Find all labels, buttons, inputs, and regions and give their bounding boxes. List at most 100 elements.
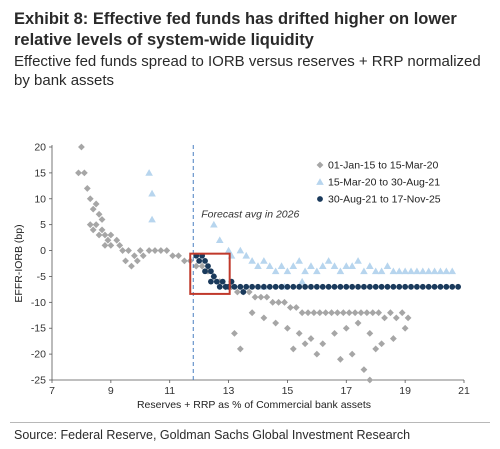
data-marks <box>75 143 462 384</box>
x-axis-label: Reserves + RRP as % of Commercial bank a… <box>137 399 371 411</box>
data-point <box>133 257 141 265</box>
data-point <box>260 283 267 290</box>
data-point <box>398 309 406 317</box>
data-point <box>442 267 451 275</box>
x-tick-label: 11 <box>164 385 175 397</box>
series-2 <box>145 169 457 290</box>
data-point <box>337 283 344 290</box>
data-point <box>372 283 379 290</box>
source-divider <box>10 422 490 423</box>
data-point <box>371 267 380 275</box>
data-point <box>419 283 426 290</box>
data-point <box>449 283 456 290</box>
data-point <box>342 324 350 332</box>
data-point <box>260 314 268 322</box>
forecast-annotation: Forecast avg in 2026 <box>201 208 299 220</box>
data-point <box>231 330 238 337</box>
data-point <box>301 340 309 348</box>
data-point <box>313 267 321 275</box>
data-point <box>237 283 244 290</box>
y-axis-label: EFFR-IORB (bp) <box>13 224 25 302</box>
data-point <box>419 267 427 275</box>
data-point <box>92 221 100 229</box>
data-point <box>231 283 238 290</box>
data-point <box>366 376 374 384</box>
data-point <box>319 283 326 290</box>
data-point <box>215 236 224 244</box>
data-point <box>128 262 135 270</box>
y-tick-label: 5 <box>40 219 46 231</box>
data-point <box>83 185 91 192</box>
chart-subtitle: Effective fed funds spread to IORB versu… <box>14 53 481 89</box>
data-point <box>243 283 250 290</box>
data-point <box>208 278 214 285</box>
data-point <box>89 226 97 234</box>
data-point <box>208 268 214 275</box>
data-point <box>148 189 156 197</box>
data-point <box>349 283 356 290</box>
data-point <box>286 304 294 311</box>
data-point <box>348 262 356 269</box>
data-point <box>324 257 333 264</box>
x-tick-label: 15 <box>282 385 294 397</box>
data-point <box>107 231 115 239</box>
legend-label: 30-Aug-21 to 17-Nov-25 <box>328 194 441 206</box>
data-point <box>98 226 106 234</box>
data-point <box>107 241 115 249</box>
data-point <box>313 283 320 290</box>
data-point <box>210 220 218 228</box>
data-point <box>163 247 171 254</box>
data-point <box>389 267 398 275</box>
data-point <box>377 267 386 275</box>
data-point <box>387 309 394 317</box>
y-tick-label: 15 <box>34 167 46 179</box>
data-point <box>318 262 327 269</box>
data-point <box>298 309 306 317</box>
data-point <box>401 267 409 275</box>
data-point <box>284 283 291 290</box>
y-tick-label: -25 <box>31 375 46 387</box>
data-point <box>328 309 335 317</box>
x-tick-label: 19 <box>399 385 411 397</box>
data-point <box>307 262 315 269</box>
data-point <box>334 309 341 317</box>
data-point <box>75 169 82 177</box>
data-point <box>375 309 383 317</box>
data-point <box>331 330 338 337</box>
x-tick-label: 9 <box>108 385 114 397</box>
data-point <box>249 283 256 290</box>
legend-label: 15-Mar-20 to 30-Aug-21 <box>328 177 440 189</box>
data-point <box>351 309 359 317</box>
legend-marker <box>317 196 323 202</box>
x-tick-label: 13 <box>223 385 235 397</box>
data-point <box>343 283 350 290</box>
data-point <box>277 262 286 269</box>
data-point <box>383 262 392 269</box>
data-point <box>355 283 361 290</box>
data-point <box>236 345 244 353</box>
data-point <box>284 324 291 332</box>
data-point <box>360 366 368 374</box>
legend-label: 01-Jan-15 to 15-Mar-20 <box>328 160 438 172</box>
data-point <box>448 267 457 275</box>
y-tick-label: -10 <box>31 297 46 309</box>
data-point <box>413 267 421 275</box>
data-point <box>236 246 245 254</box>
y-tick-label: 10 <box>34 193 46 205</box>
data-point <box>336 267 345 275</box>
data-point <box>366 262 374 269</box>
data-point <box>316 309 324 317</box>
x-tick-label: 17 <box>340 385 352 397</box>
legend-marker <box>316 161 324 169</box>
data-point <box>424 267 433 275</box>
data-point <box>116 241 124 249</box>
data-point <box>414 283 420 290</box>
data-point <box>101 231 109 239</box>
data-point <box>322 309 330 317</box>
data-point <box>148 215 156 223</box>
data-point <box>431 283 438 290</box>
data-point <box>210 273 217 280</box>
data-point <box>86 221 94 229</box>
data-point <box>245 288 253 296</box>
data-point <box>169 252 177 260</box>
